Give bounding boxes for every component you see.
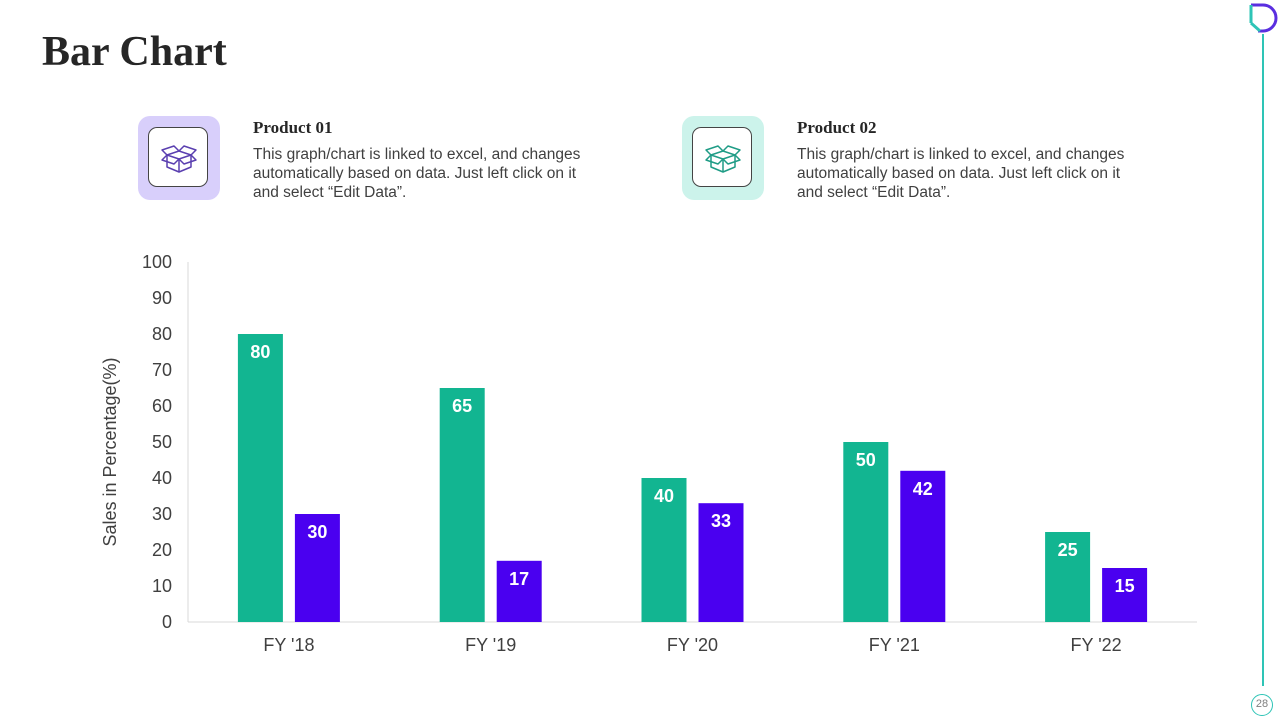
bar-product-01 — [1045, 532, 1091, 622]
data-label: 33 — [711, 511, 731, 531]
bar-product-01 — [439, 388, 485, 622]
y-axis-title: Sales in Percentage(%) — [100, 357, 120, 546]
decorative-rail — [1262, 34, 1264, 686]
product-02-icon-frame — [692, 127, 752, 187]
y-tick-label: 10 — [152, 576, 172, 596]
bar-product-02 — [900, 470, 946, 622]
x-tick-label: FY '20 — [667, 635, 718, 655]
product-01-description: This graph/chart is linked to excel, and… — [253, 146, 581, 201]
bar-product-02 — [1102, 568, 1148, 622]
x-tick-label: FY '21 — [869, 635, 920, 655]
data-label: 40 — [654, 486, 674, 506]
slide-title: Bar Chart — [42, 29, 227, 75]
x-tick-label: FY '18 — [263, 635, 314, 655]
product-02-description: This graph/chart is linked to excel, and… — [797, 146, 1125, 201]
y-tick-label: 40 — [152, 468, 172, 488]
y-tick-label: 100 — [142, 252, 172, 272]
page-number: 28 — [1251, 694, 1273, 716]
bar-product-02 — [294, 514, 340, 622]
y-tick-label: 30 — [152, 504, 172, 524]
product-02-title: Product 02 — [797, 118, 877, 137]
data-label: 42 — [913, 479, 933, 499]
y-tick-label: 70 — [152, 360, 172, 380]
y-tick-label: 60 — [152, 396, 172, 416]
brand-logo-icon — [1249, 3, 1278, 33]
bar-product-02 — [698, 503, 744, 622]
box-icon — [161, 145, 197, 173]
y-tick-label: 0 — [162, 612, 172, 632]
data-label: 65 — [452, 396, 472, 416]
product-02-icon-tile — [682, 116, 764, 200]
bar-product-01 — [641, 478, 687, 622]
x-tick-label: FY '22 — [1071, 635, 1122, 655]
product-01-icon-frame — [148, 127, 208, 187]
data-label: 15 — [1115, 576, 1135, 596]
y-tick-label: 90 — [152, 288, 172, 308]
box-icon — [705, 145, 741, 173]
bar-product-01 — [843, 442, 889, 622]
bar-product-01 — [237, 334, 283, 622]
data-label: 50 — [856, 450, 876, 470]
y-tick-label: 50 — [152, 432, 172, 452]
product-01-title: Product 01 — [253, 118, 333, 137]
x-tick-label: FY '19 — [465, 635, 516, 655]
y-tick-label: 80 — [152, 324, 172, 344]
product-01-icon-tile — [138, 116, 220, 200]
data-label: 30 — [307, 522, 327, 542]
bar-product-02 — [496, 560, 542, 622]
data-label: 25 — [1058, 540, 1078, 560]
y-tick-label: 20 — [152, 540, 172, 560]
data-label: 80 — [250, 342, 270, 362]
data-label: 17 — [509, 569, 529, 589]
